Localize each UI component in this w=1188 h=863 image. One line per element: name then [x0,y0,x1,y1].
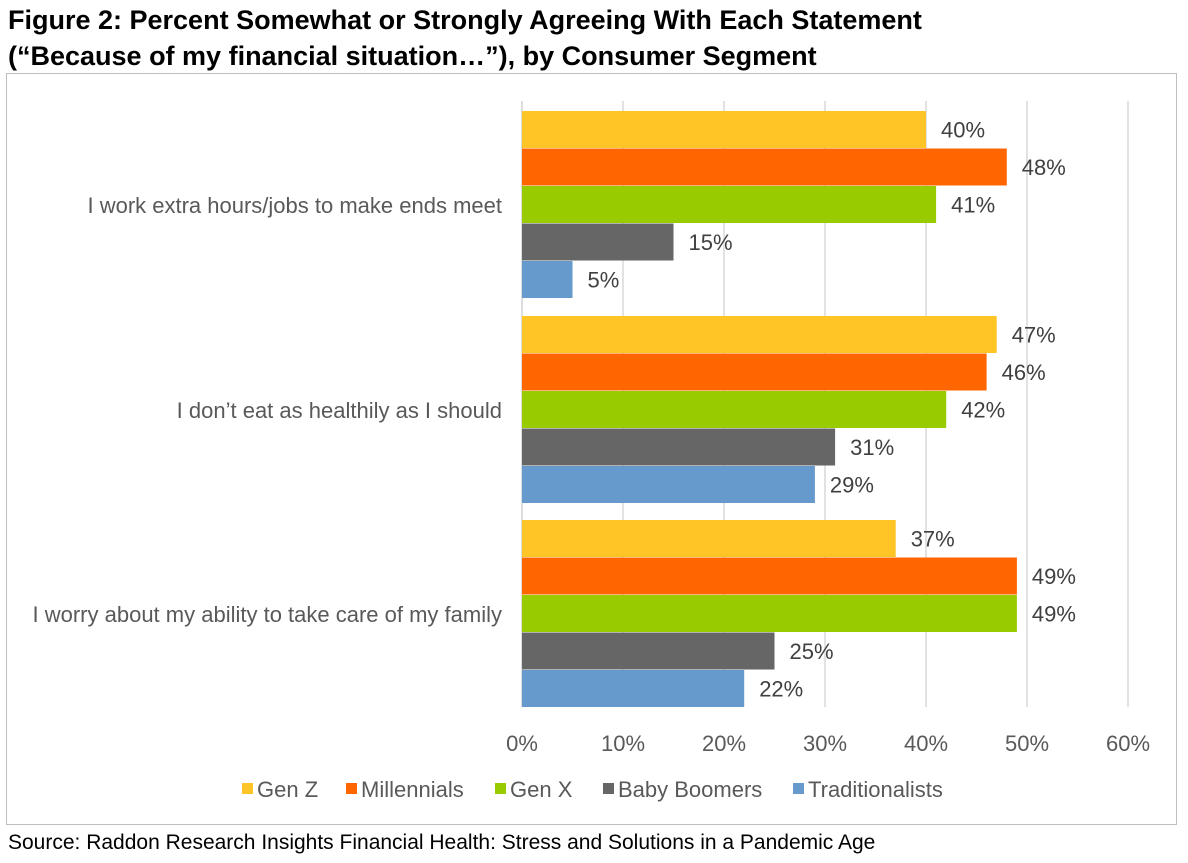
data-label: 22% [759,677,803,702]
x-tick-label: 10% [601,731,645,756]
x-tick-label: 60% [1106,731,1150,756]
bar [522,316,997,353]
bar [522,353,987,391]
chart-frame [6,73,1177,825]
data-label: 49% [1032,564,1076,589]
bar [522,391,947,428]
x-tick-label: 30% [803,731,847,756]
source-note: Source: Raddon Research Insights Financi… [8,831,876,854]
x-tick-label: 0% [506,731,538,756]
bar [522,261,573,298]
data-label: 5% [588,268,620,293]
data-label: 42% [961,398,1005,423]
bar [522,557,1017,595]
data-label: 37% [911,527,955,552]
data-label: 41% [951,193,995,218]
data-label: 29% [830,473,874,498]
bar [522,223,674,261]
legend-label: Millennials [361,777,464,802]
legend-label: Gen X [510,777,573,802]
category-label: I work extra hours/jobs to make ends mee… [87,193,502,218]
legend-label: Traditionalists [808,777,943,802]
data-label: 15% [689,230,733,255]
chart-title-line-1: Figure 2: Percent Somewhat or Strongly A… [8,5,922,35]
data-label: 46% [1002,360,1046,385]
data-label: 31% [850,435,894,460]
bar [522,595,1017,632]
legend-label: Baby Boomers [618,777,762,802]
bar [522,428,836,466]
bar [522,466,815,503]
data-label: 49% [1032,602,1076,627]
category-label: I worry about my ability to take care of… [33,602,503,627]
bar [522,111,926,148]
x-tick-label: 50% [1005,731,1049,756]
x-tick-label: 20% [702,731,746,756]
bar [522,632,775,670]
legend-swatch [793,783,804,794]
legend-swatch [495,783,506,794]
bar [522,186,937,223]
legend-label: Gen Z [257,777,318,802]
legend-swatch [603,783,614,794]
x-tick-label: 40% [904,731,948,756]
chart-title: Figure 2: Percent Somewhat or Strongly A… [8,2,1178,74]
category-label: I don’t eat as healthily as I should [177,398,502,423]
data-label: 47% [1012,323,1056,348]
data-label: 25% [790,639,834,664]
chart-title-line-2: (“Because of my financial situation…”), … [8,41,817,71]
bar [522,520,896,557]
data-label: 40% [941,118,985,143]
legend-swatch [242,783,253,794]
data-label: 48% [1022,155,1066,180]
bar [522,148,1007,186]
legend-swatch [346,783,357,794]
bar [522,670,745,707]
